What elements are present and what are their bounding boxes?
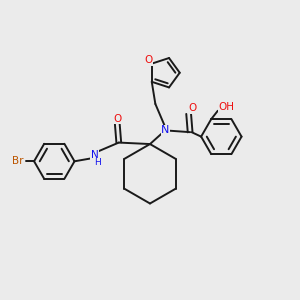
Text: Br: Br <box>12 156 23 166</box>
Text: O: O <box>144 55 152 65</box>
Text: N: N <box>91 150 98 160</box>
Text: OH: OH <box>219 102 235 112</box>
Text: O: O <box>188 103 196 113</box>
Text: O: O <box>113 114 122 124</box>
Text: N: N <box>161 125 169 135</box>
Text: H: H <box>94 158 101 167</box>
